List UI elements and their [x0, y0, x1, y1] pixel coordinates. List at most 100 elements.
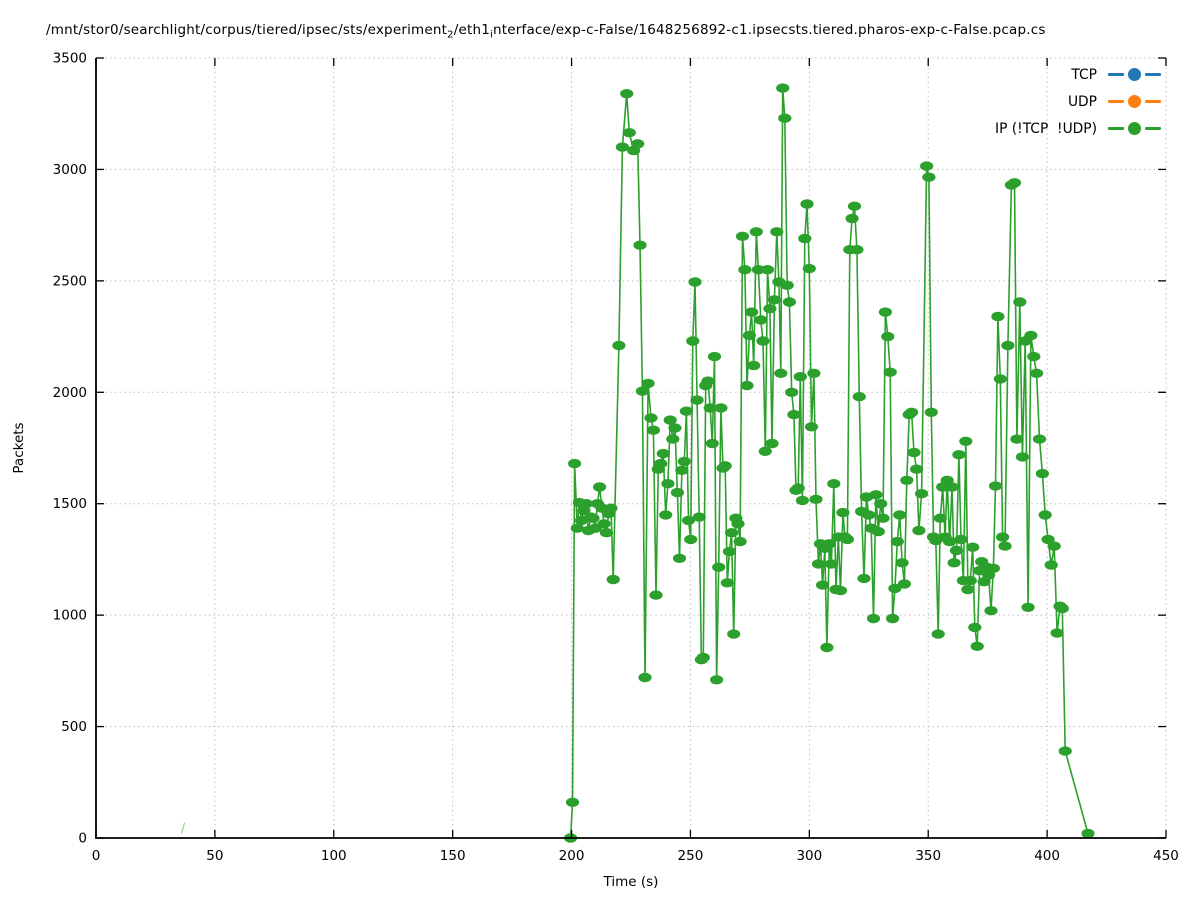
series-ip-tcp-udp-point	[612, 340, 626, 351]
series-ip-tcp-udp-point	[747, 360, 761, 371]
x-tick-label-100: 100	[321, 848, 347, 864]
series-ip-tcp-udp-point	[1007, 178, 1022, 188]
series-ip-tcp-udp-point	[878, 307, 893, 317]
series-ip-tcp-udp-point	[1050, 628, 1064, 638]
y-tick-label-2500: 2500	[53, 273, 87, 289]
series-ip-tcp-udp-point	[718, 461, 732, 471]
series-ip-tcp-udp-point	[690, 395, 704, 405]
series-ip-tcp-udp-point	[907, 447, 921, 458]
series-ip-tcp-udp-point	[811, 559, 826, 569]
series-ip-tcp-udp-point	[816, 580, 830, 590]
series-ip-tcp-udp-point	[686, 336, 700, 346]
series-ip-tcp-udp-point	[620, 89, 634, 99]
series-ip-tcp-udp-point	[692, 512, 706, 522]
series-ip-tcp-udp-point	[1055, 603, 1069, 614]
series-ip-tcp-udp-point	[954, 534, 968, 545]
series-ip-tcp-udp-point	[910, 464, 924, 474]
series-ip-tcp-udp-point	[635, 386, 650, 396]
series-ip-tcp-udp-point	[754, 315, 768, 325]
series-ip-tcp-udp-point	[703, 403, 717, 413]
stray-mark	[180, 822, 186, 834]
legend-item-tcp: TCP	[995, 61, 1161, 88]
legend-marker-icon	[1108, 95, 1161, 108]
series-ip-tcp-udp-point	[649, 590, 663, 600]
series-ip-tcp-udp-point	[881, 331, 895, 342]
series-ip-tcp-udp-point	[644, 413, 658, 423]
series-ip-tcp-udp-point	[684, 534, 698, 545]
series-ip-tcp-udp-point	[809, 494, 823, 504]
series-ip-tcp-udp-point	[666, 434, 680, 444]
series-ip-tcp-udp-point	[1001, 340, 1015, 351]
axis-border	[95, 58, 1166, 839]
series-ip-tcp-udp-point	[745, 307, 759, 317]
series-ip-tcp-udp-point	[774, 368, 788, 378]
series-ip-tcp-udp-point	[735, 231, 750, 241]
series-ip-tcp-udp-point	[847, 201, 862, 211]
series-ip-tcp-udp-point	[866, 613, 881, 624]
series-ip-tcp-udp-point	[727, 629, 741, 639]
legend-label: IP (!TCP !UDP)	[995, 120, 1097, 137]
legend-dash-icon	[1145, 73, 1161, 76]
legend-marker-icon	[1108, 68, 1161, 81]
series-ip-tcp-udp-point	[874, 499, 888, 509]
series-ip-tcp-udp-point	[922, 172, 936, 182]
y-tick-label-2000: 2000	[53, 385, 87, 401]
series-ip-tcp-udp-point	[991, 311, 1005, 322]
series-ip-tcp-udp-point	[725, 528, 739, 538]
legend-dot-icon	[1128, 122, 1141, 135]
series-ip-tcp-udp-point	[820, 642, 834, 653]
series-ip-tcp-udp-point	[656, 448, 670, 459]
series-ip-tcp-udp-point	[886, 613, 900, 624]
y-axis-label: Packets	[11, 422, 27, 474]
legend-dash-icon	[1108, 73, 1124, 76]
legend-dash-icon	[1108, 100, 1124, 103]
series-ip-tcp-udp-point	[993, 374, 1007, 384]
series-ip-tcp-udp-point	[696, 652, 710, 663]
series-ip-tcp-udp-point	[905, 407, 919, 417]
series-ip-tcp-udp-point	[785, 387, 799, 397]
x-tick-label-0: 0	[92, 848, 101, 864]
series-ip-tcp-udp-point	[568, 458, 582, 469]
legend-marker-icon	[1108, 122, 1161, 135]
title-text: nterface/exp-c-False/1648256892-c1.ipsec…	[492, 22, 1046, 38]
series-ip-tcp-udp-point	[952, 450, 966, 460]
series-ip-tcp-udp-point	[681, 515, 696, 526]
series-ip-tcp-udp-point	[633, 240, 647, 250]
series-ip-tcp-udp-point	[1032, 434, 1047, 444]
series-ip-tcp-udp-point	[688, 277, 702, 287]
series-ip-tcp-udp-point	[606, 574, 620, 585]
series-ip-tcp-udp-point	[677, 456, 691, 467]
x-tick-label-350: 350	[915, 848, 941, 864]
series-ip-tcp-udp-point	[631, 139, 645, 149]
series-ip-tcp-udp-point	[675, 465, 689, 475]
series-ip-tcp-udp-point	[827, 479, 841, 489]
series-ip-tcp-udp-point	[800, 199, 814, 209]
title-subscript: i	[490, 29, 493, 41]
series-ip-tcp-udp-point	[945, 482, 959, 492]
series-ip-tcp-udp-point	[970, 641, 984, 651]
series-ip-tcp-udp-point	[883, 367, 897, 377]
legend-label: TCP	[1071, 66, 1097, 83]
legend-dash-icon	[1145, 127, 1161, 130]
series-ip-tcp-udp-point	[1021, 602, 1035, 612]
series-ip-tcp-udp-point	[924, 407, 938, 417]
series-ip-tcp-udp-point	[597, 519, 611, 529]
series-ip-tcp-udp-point	[1041, 534, 1055, 545]
series-ip-tcp-udp-point	[822, 539, 836, 549]
series-ip-tcp-udp-point	[731, 519, 745, 529]
y-tick-label-3000: 3000	[53, 162, 87, 178]
series-ip-tcp-udp-point	[722, 546, 737, 557]
title-text: /mnt/stor0/searchlight/corpus/tiered/ips…	[46, 22, 448, 38]
series-ip-tcp-udp-point	[836, 507, 850, 518]
series-ip-tcp-udp-point	[961, 584, 975, 595]
series-ip-tcp-udp-point	[733, 536, 747, 547]
series-ip-tcp-udp-point	[765, 438, 779, 449]
series-ip-tcp-udp-point	[1030, 368, 1044, 378]
series-ip-tcp-udp-point	[998, 541, 1012, 551]
series-ip-tcp-udp-point	[988, 481, 1003, 491]
x-axis-label: Time (s)	[603, 874, 659, 890]
series-ip-tcp-udp-point	[876, 513, 890, 523]
series-ip-tcp-udp-point	[615, 142, 630, 152]
series-ip-tcp-udp-point	[798, 233, 812, 244]
legend-item-udp: UDP	[995, 88, 1161, 115]
